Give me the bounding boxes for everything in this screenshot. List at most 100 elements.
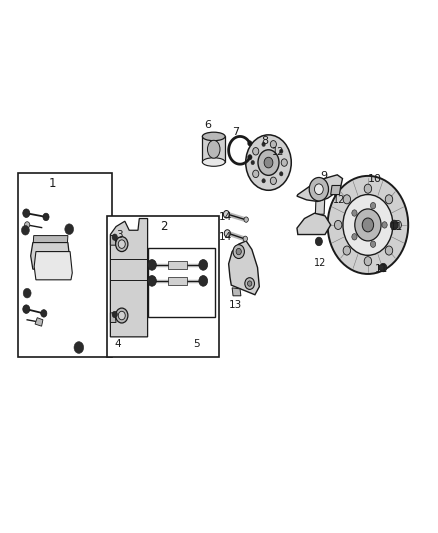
Text: 13: 13 bbox=[229, 300, 242, 310]
Text: 2: 2 bbox=[160, 220, 168, 233]
Circle shape bbox=[385, 246, 393, 255]
Circle shape bbox=[315, 237, 322, 246]
Polygon shape bbox=[331, 185, 341, 195]
Bar bbox=[18, 173, 112, 357]
Circle shape bbox=[382, 222, 387, 228]
Circle shape bbox=[343, 246, 350, 255]
Polygon shape bbox=[379, 265, 386, 270]
Circle shape bbox=[371, 241, 376, 247]
Polygon shape bbox=[35, 318, 43, 326]
Circle shape bbox=[246, 135, 291, 190]
Text: 6: 6 bbox=[205, 120, 212, 130]
Circle shape bbox=[371, 203, 376, 209]
Circle shape bbox=[65, 224, 74, 235]
Circle shape bbox=[236, 248, 241, 255]
Circle shape bbox=[116, 308, 128, 323]
Circle shape bbox=[343, 195, 393, 255]
Circle shape bbox=[352, 210, 357, 216]
Circle shape bbox=[251, 160, 254, 165]
Circle shape bbox=[390, 220, 398, 230]
Ellipse shape bbox=[208, 140, 220, 158]
Polygon shape bbox=[110, 313, 116, 322]
Text: 9: 9 bbox=[321, 171, 328, 181]
Circle shape bbox=[233, 245, 244, 259]
Circle shape bbox=[245, 278, 254, 289]
Circle shape bbox=[253, 170, 259, 177]
Circle shape bbox=[199, 260, 208, 270]
Bar bbox=[168, 277, 187, 285]
Circle shape bbox=[21, 225, 29, 235]
Circle shape bbox=[262, 179, 265, 183]
Circle shape bbox=[279, 172, 283, 176]
Circle shape bbox=[148, 276, 156, 286]
Polygon shape bbox=[297, 175, 343, 201]
Circle shape bbox=[314, 184, 323, 195]
Circle shape bbox=[43, 213, 49, 221]
Text: 12: 12 bbox=[314, 258, 326, 268]
Circle shape bbox=[116, 237, 128, 252]
Polygon shape bbox=[34, 252, 72, 280]
Text: 5: 5 bbox=[193, 339, 200, 349]
Circle shape bbox=[118, 311, 125, 320]
Polygon shape bbox=[33, 236, 68, 243]
Circle shape bbox=[258, 150, 279, 175]
Circle shape bbox=[41, 310, 47, 317]
Circle shape bbox=[25, 222, 30, 228]
Circle shape bbox=[23, 305, 30, 313]
Polygon shape bbox=[110, 219, 148, 337]
Circle shape bbox=[270, 141, 276, 148]
Circle shape bbox=[309, 177, 328, 201]
Circle shape bbox=[224, 230, 230, 237]
Circle shape bbox=[355, 209, 381, 241]
Polygon shape bbox=[297, 213, 331, 235]
Polygon shape bbox=[202, 136, 225, 162]
Polygon shape bbox=[110, 236, 116, 245]
Circle shape bbox=[253, 148, 259, 155]
Bar bbox=[148, 248, 215, 317]
Ellipse shape bbox=[202, 132, 225, 141]
Circle shape bbox=[74, 342, 84, 353]
Text: 7: 7 bbox=[232, 127, 239, 136]
Text: 1: 1 bbox=[49, 177, 57, 190]
Text: 10: 10 bbox=[367, 174, 381, 183]
Circle shape bbox=[244, 217, 248, 222]
Circle shape bbox=[223, 211, 230, 218]
Circle shape bbox=[364, 257, 371, 266]
Polygon shape bbox=[391, 223, 398, 228]
Text: 11: 11 bbox=[375, 264, 389, 274]
Bar bbox=[107, 216, 219, 357]
Circle shape bbox=[247, 281, 252, 286]
Circle shape bbox=[362, 218, 374, 232]
Text: 12: 12 bbox=[333, 195, 346, 205]
Circle shape bbox=[118, 240, 125, 248]
Polygon shape bbox=[315, 192, 325, 214]
Circle shape bbox=[385, 195, 393, 204]
Circle shape bbox=[243, 236, 247, 241]
Text: 12: 12 bbox=[272, 147, 284, 157]
Circle shape bbox=[23, 209, 30, 217]
Ellipse shape bbox=[202, 158, 225, 166]
Circle shape bbox=[264, 157, 273, 168]
Circle shape bbox=[112, 234, 117, 240]
Circle shape bbox=[281, 159, 287, 166]
Circle shape bbox=[328, 176, 408, 274]
Circle shape bbox=[248, 155, 252, 160]
Circle shape bbox=[262, 142, 265, 147]
Circle shape bbox=[270, 177, 276, 184]
Text: 11: 11 bbox=[390, 222, 403, 231]
Polygon shape bbox=[229, 241, 259, 295]
Text: 14: 14 bbox=[219, 212, 232, 222]
Text: 3: 3 bbox=[116, 230, 123, 239]
Circle shape bbox=[380, 263, 387, 272]
Polygon shape bbox=[232, 288, 241, 296]
Polygon shape bbox=[31, 243, 70, 269]
Circle shape bbox=[364, 184, 371, 193]
Circle shape bbox=[279, 149, 283, 154]
Circle shape bbox=[112, 311, 117, 318]
Circle shape bbox=[248, 141, 252, 146]
Circle shape bbox=[335, 221, 342, 230]
Circle shape bbox=[23, 288, 31, 298]
Text: 14: 14 bbox=[219, 232, 232, 242]
Circle shape bbox=[394, 221, 401, 230]
Circle shape bbox=[343, 195, 350, 204]
